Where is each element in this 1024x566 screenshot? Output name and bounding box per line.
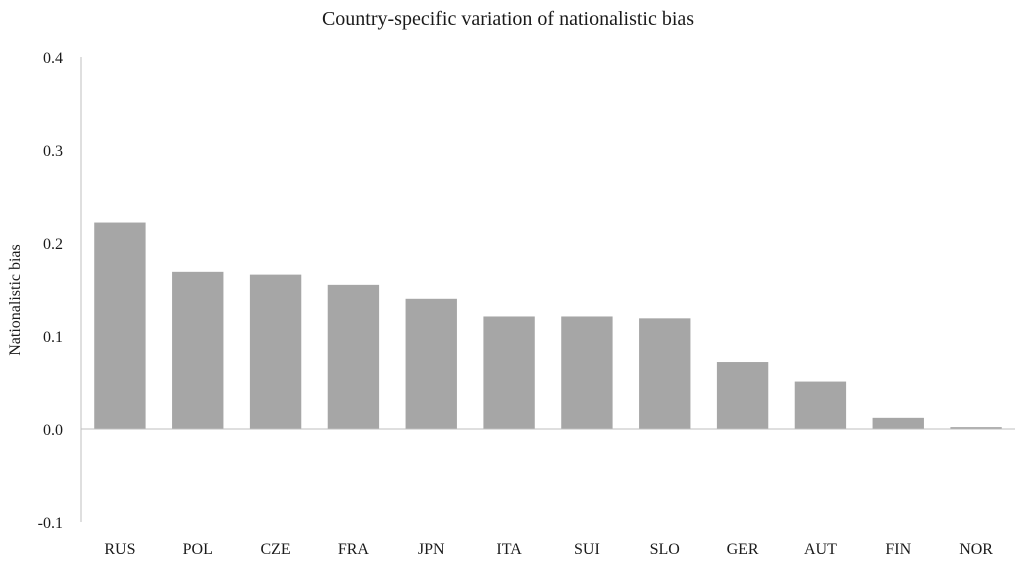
bar-rus	[94, 222, 146, 429]
bar-aut	[794, 381, 847, 429]
x-tick-label: SUI	[574, 541, 600, 558]
chart-title: Country-specific variation of nationalis…	[322, 8, 694, 30]
bar-slo	[639, 318, 691, 429]
y-tick-label: -0.1	[38, 515, 63, 532]
y-axis-ticks: 0.4 0.3 0.2 0.1 0.0 -0.1	[38, 50, 63, 532]
bar-nor	[950, 427, 1002, 429]
bar-ita	[483, 316, 535, 429]
bar-cze	[249, 274, 302, 429]
bar-sui	[561, 316, 613, 429]
bar-ger	[716, 362, 769, 429]
x-tick-label: GER	[727, 541, 759, 558]
y-tick-label: 0.3	[43, 143, 63, 160]
bar-jpn	[405, 298, 457, 429]
y-tick-label: 0.4	[43, 50, 63, 67]
x-tick-label: ITA	[496, 541, 522, 558]
x-tick-label: JPN	[418, 541, 445, 558]
x-tick-label: NOR	[959, 541, 993, 558]
x-tick-label: AUT	[804, 541, 837, 558]
y-tick-label: 0.0	[43, 422, 63, 439]
bar-pol	[172, 271, 224, 429]
y-axis-title: Nationalistic bias	[7, 244, 24, 356]
x-tick-label: RUS	[104, 541, 135, 558]
x-axis-labels: RUS POL CZE FRA JPN ITA SUI SLO GER AUT FIN NOR	[104, 541, 993, 558]
bars	[94, 222, 1002, 429]
x-tick-label: FRA	[338, 541, 370, 558]
x-tick-label: CZE	[260, 541, 290, 558]
y-tick-label: 0.1	[43, 329, 63, 346]
x-tick-label: POL	[183, 541, 213, 558]
x-tick-label: FIN	[885, 541, 911, 558]
y-tick-label: 0.2	[43, 236, 63, 253]
x-tick-label: SLO	[650, 541, 680, 558]
bar-fra	[327, 284, 380, 429]
bar-fin	[872, 417, 924, 429]
